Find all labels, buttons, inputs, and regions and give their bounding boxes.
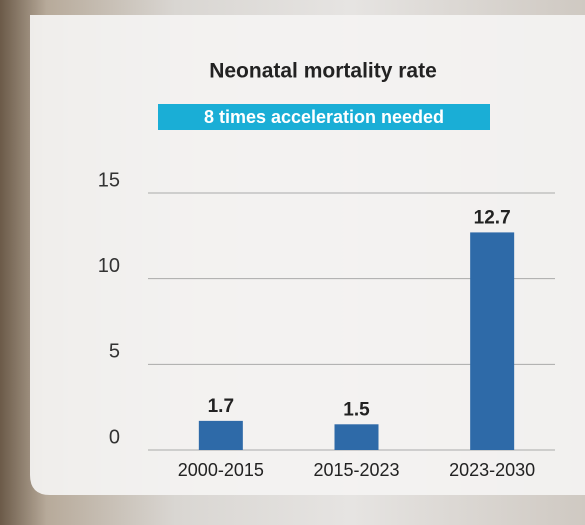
value-label: 1.7 xyxy=(208,396,234,417)
value-label: 12.7 xyxy=(474,207,511,228)
subtitle-box xyxy=(158,104,490,130)
y-tick-label: 5 xyxy=(109,341,120,363)
card xyxy=(30,15,585,495)
bar xyxy=(198,420,243,450)
value-label: 1.5 xyxy=(343,399,370,420)
y-tick-label: 15 xyxy=(98,169,120,191)
y-tick-label: 0 xyxy=(109,426,120,448)
chart-title: Neonatal mortality rate xyxy=(209,60,437,83)
x-tick-label: 2000-2015 xyxy=(178,460,264,480)
bar xyxy=(470,232,515,450)
x-tick-label: 2015-2023 xyxy=(313,460,399,480)
subtitle: 8 times acceleration needed xyxy=(204,107,444,127)
x-tick-label: 2023-2030 xyxy=(449,460,535,480)
bar xyxy=(334,424,379,450)
y-tick-label: 10 xyxy=(98,255,120,277)
